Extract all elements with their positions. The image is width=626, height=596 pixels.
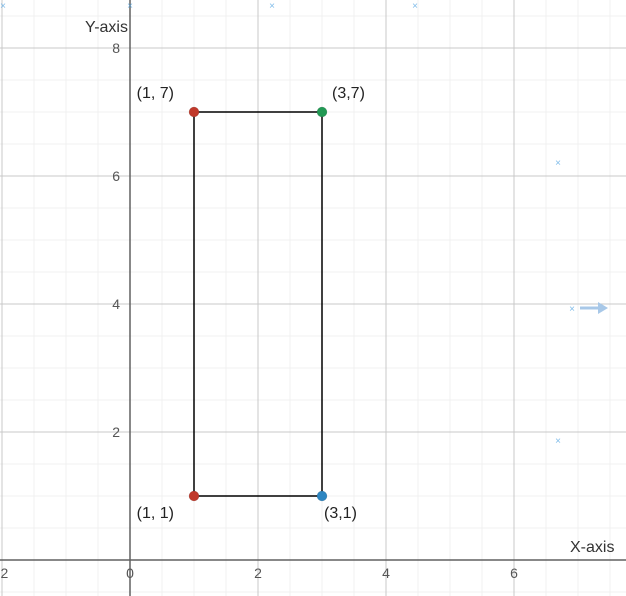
y-tick-label: 2 xyxy=(112,424,120,440)
chart-svg: -2 0 2 4 6 2 4 6 8 X-axis Y-axis (1, 7) (3,7) (3,1) (1… xyxy=(0,0,626,596)
vertex-label: (3,7) xyxy=(332,85,365,102)
decorative-mark-icon: × xyxy=(569,304,575,315)
decorative-mark-icon: × xyxy=(127,1,133,12)
y-tick-label: 4 xyxy=(112,296,120,312)
x-tick-label: -2 xyxy=(0,565,8,581)
decorative-mark-icon: × xyxy=(555,158,561,169)
x-tick-label: 2 xyxy=(254,565,262,581)
x-tick-label: 4 xyxy=(382,565,390,581)
vertex-point xyxy=(317,491,327,501)
vertex-point xyxy=(189,491,199,501)
decorative-mark-icon: × xyxy=(412,1,418,12)
y-tick-label: 6 xyxy=(112,168,120,184)
vertex-label: (1, 7) xyxy=(137,85,174,102)
y-tick-label: 8 xyxy=(112,40,120,56)
x-tick-label: 6 xyxy=(510,565,518,581)
decorative-mark-icon: × xyxy=(0,1,6,12)
decorative-mark-icon: × xyxy=(269,1,275,12)
coordinate-plane: -2 0 2 4 6 2 4 6 8 X-axis Y-axis (1, 7) (3,7) (3,1) (1… xyxy=(0,0,626,596)
decorative-mark-icon: × xyxy=(555,436,561,447)
chart-background xyxy=(0,0,626,596)
y-axis-title: Y-axis xyxy=(85,19,128,36)
vertex-point xyxy=(317,107,327,117)
vertex-point xyxy=(189,107,199,117)
x-tick-label: 0 xyxy=(126,565,134,581)
vertex-label: (3,1) xyxy=(324,505,357,522)
x-axis-title: X-axis xyxy=(570,539,614,556)
vertex-label: (1, 1) xyxy=(137,505,174,522)
